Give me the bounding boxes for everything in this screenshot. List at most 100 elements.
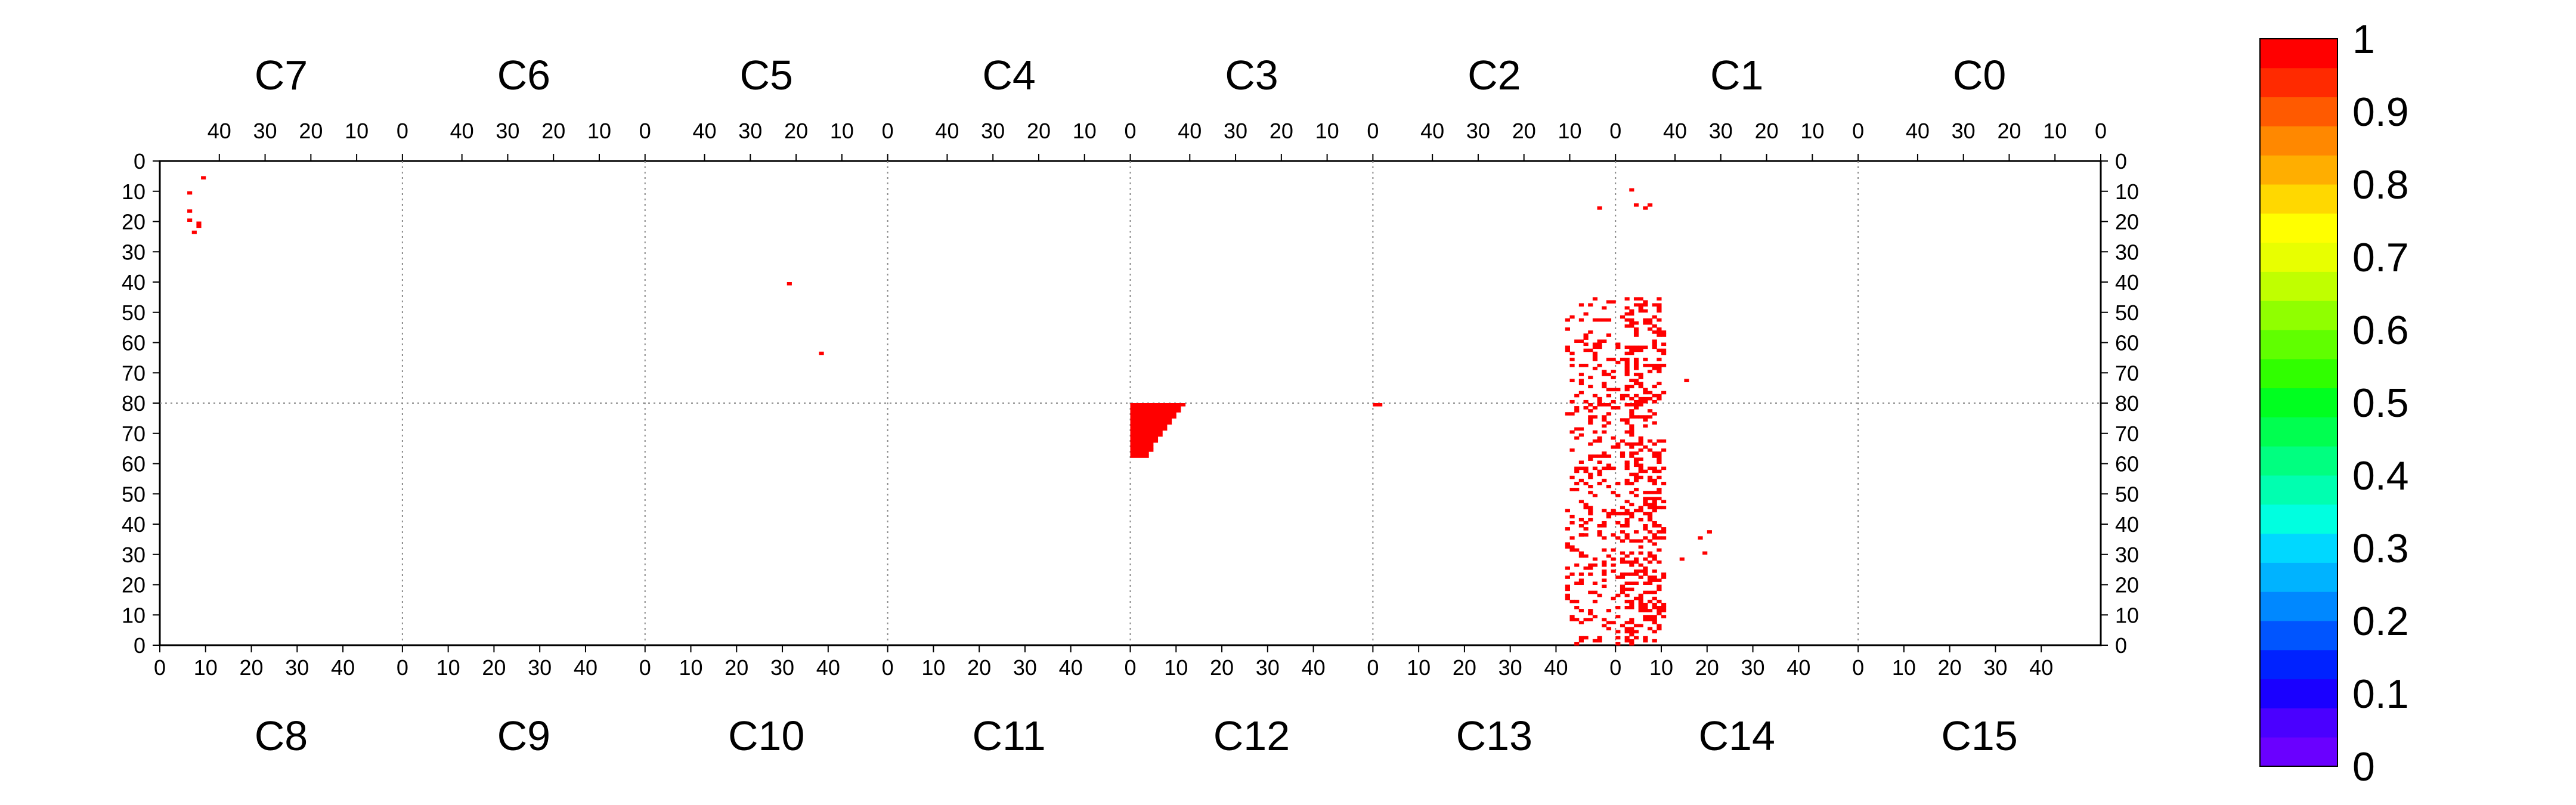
hit-cell (1569, 475, 1575, 479)
hit-cell (1583, 400, 1589, 404)
colorbar-segment (2260, 330, 2337, 360)
hit-cell (1657, 627, 1662, 631)
hit-cell (1602, 403, 1607, 407)
hit-cell (1638, 415, 1643, 419)
hit-cell (1588, 330, 1593, 334)
top-x-tick-label: 30 (496, 119, 519, 143)
right-y-tick-label: 40 (2115, 270, 2139, 295)
hit-cell (1602, 424, 1607, 428)
hit-cell (1615, 481, 1621, 485)
bottom-x-tick-label: 30 (285, 655, 309, 680)
hit-cell (1629, 454, 1634, 458)
hit-cell (1652, 606, 1657, 609)
hit-cell (1652, 421, 1657, 425)
hit-cell (187, 191, 193, 195)
hit-cell (1620, 418, 1626, 422)
hit-cell (1643, 318, 1648, 322)
bottom-x-tick-label: 40 (2029, 655, 2053, 680)
hit-cell (1597, 436, 1602, 440)
top-x-tick-label: 30 (253, 119, 277, 143)
hit-cell (1647, 466, 1653, 470)
hit-cell (1624, 421, 1630, 425)
hit-cell (1643, 536, 1648, 540)
hit-cell (1611, 388, 1616, 392)
hit-cell (1629, 515, 1634, 519)
hit-cell (1638, 509, 1643, 513)
hit-cell (1569, 364, 1575, 367)
hit-cell (1569, 515, 1575, 519)
hit-cell (1652, 367, 1657, 370)
hit-cell (1602, 415, 1607, 419)
hit-cell (1638, 345, 1643, 349)
hit-cell (1638, 593, 1643, 597)
top-x-tick-label: 40 (693, 119, 717, 143)
hit-cell (1606, 388, 1612, 392)
hit-cell (1643, 524, 1648, 528)
hit-cell (1647, 609, 1653, 612)
hit-cell (1597, 454, 1602, 458)
bottom-x-tick-label: 20 (240, 655, 264, 680)
right-y-tick-label: 40 (2115, 512, 2139, 537)
bottom-x-tick-label: 0 (882, 655, 894, 680)
hit-cell (1643, 500, 1648, 503)
hit-cell (1657, 599, 1662, 603)
hit-cell (1638, 457, 1643, 461)
bottom-x-tick-label: 20 (1695, 655, 1719, 680)
hit-cell (1574, 409, 1580, 413)
colorbar-label: 0.6 (2352, 308, 2409, 353)
hit-cell (1647, 439, 1653, 443)
hit-cell (1615, 606, 1621, 609)
hit-cell (1652, 602, 1657, 606)
hit-cell (1588, 509, 1593, 513)
hit-cell (1661, 439, 1667, 443)
bottom-x-tick-label: 0 (1367, 655, 1379, 680)
hit-cell (1638, 436, 1643, 440)
colorbar: 0 0.1 0.2 0.3 0.4 0.5 0.6 0.7 0.8 0.9 1 (2259, 17, 2409, 789)
hit-block-row (1130, 418, 1172, 422)
hit-cell (1588, 409, 1593, 413)
hit-cell (1657, 382, 1662, 386)
left-y-tick-label: 0 (134, 149, 145, 174)
hit-block-row (1130, 409, 1181, 413)
hit-cell (1620, 512, 1626, 516)
colorbar-segment (2260, 388, 2337, 417)
hit-cell (1657, 548, 1662, 552)
hit-cell (201, 176, 206, 179)
hit-cell (1615, 406, 1621, 410)
hit-cell (1615, 445, 1621, 449)
hit-cell (1643, 639, 1648, 643)
hit-cell (1647, 539, 1653, 543)
hit-cell (1661, 572, 1667, 576)
hit-cell (1638, 403, 1643, 407)
hit-cell (1588, 609, 1593, 612)
hit-cell (1597, 639, 1602, 643)
hit-cell (1578, 373, 1584, 376)
hit-cell (1657, 606, 1662, 609)
top-x-tick-label: 20 (299, 119, 323, 143)
hit-cell (1633, 415, 1639, 419)
hit-cell (1652, 536, 1657, 540)
bottom-x-tick-label: 30 (1013, 655, 1037, 680)
top-x-tick-label: 0 (2095, 119, 2107, 143)
bottom-chip-label: C9 (497, 713, 550, 759)
hit-cell (1578, 578, 1584, 582)
hit-cell (1661, 466, 1667, 470)
hit-cell (1647, 497, 1653, 500)
hit-cell (1615, 521, 1621, 525)
bottom-x-tick-label: 40 (574, 655, 597, 680)
hit-cell (1602, 466, 1607, 470)
hit-cell (1629, 385, 1634, 389)
hit-cell (1615, 512, 1621, 516)
bottom-x-tick-label: 40 (1787, 655, 1810, 680)
hit-cell (1569, 412, 1575, 416)
right-y-tick-label: 20 (2115, 573, 2139, 597)
hit-cell (1588, 454, 1593, 458)
hit-cell (1588, 348, 1593, 352)
hit-cell (1624, 621, 1630, 624)
hit-cell (1583, 466, 1589, 470)
hit-cell (1633, 624, 1639, 628)
left-y-tick-label: 40 (122, 270, 145, 295)
hit-cell (1606, 318, 1612, 322)
hit-cell (1611, 569, 1616, 573)
